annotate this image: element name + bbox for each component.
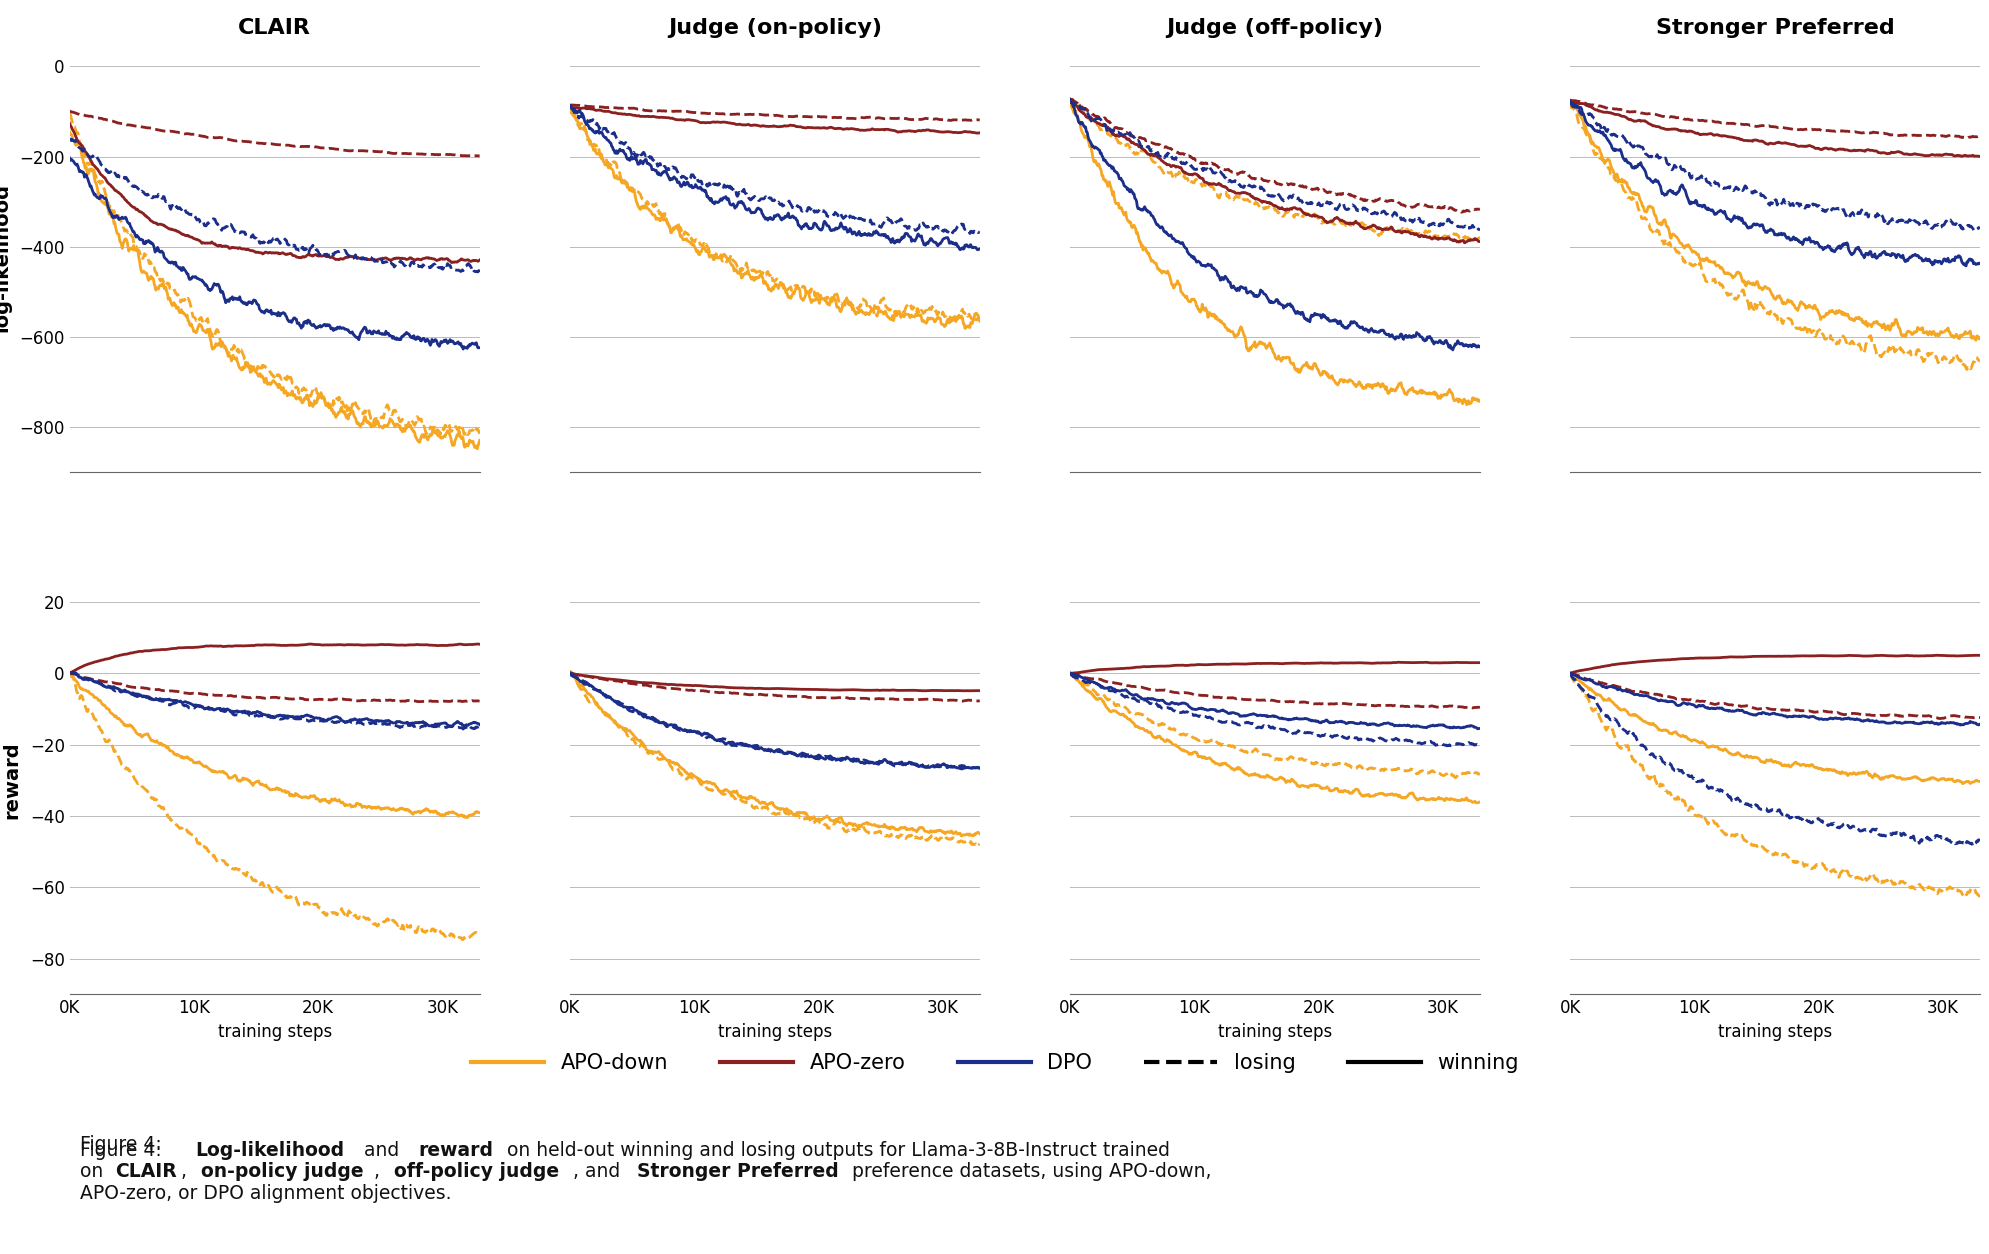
Title: Judge (off-policy): Judge (off-policy) [1166,18,1382,38]
Text: preference datasets, using APO-down,: preference datasets, using APO-down, [845,1162,1211,1181]
Text: ,: , [374,1162,386,1181]
X-axis label: training steps: training steps [217,1023,332,1041]
Text: reward: reward [418,1141,493,1160]
Text: on held-out winning and losing outputs for Llama-3-8B-Instruct trained: on held-out winning and losing outputs f… [501,1141,1170,1160]
X-axis label: training steps: training steps [1217,1023,1331,1041]
Y-axis label: log-likelihood: log-likelihood [0,183,12,332]
Text: and: and [358,1141,406,1160]
Title: Judge (on-policy): Judge (on-policy) [668,18,881,38]
Title: Stronger Preferred: Stronger Preferred [1655,18,1894,38]
Text: Figure 4:: Figure 4: [80,1135,167,1154]
Text: on-policy judge: on-policy judge [201,1162,364,1181]
Y-axis label: reward: reward [2,741,22,819]
X-axis label: training steps: training steps [718,1023,831,1041]
X-axis label: training steps: training steps [1717,1023,1832,1041]
Text: , and: , and [573,1162,627,1181]
Title: CLAIR: CLAIR [239,18,310,38]
Text: Stronger Preferred: Stronger Preferred [636,1162,837,1181]
Text: CLAIR: CLAIR [115,1162,177,1181]
Text: ,: , [181,1162,193,1181]
Text: on: on [80,1162,109,1181]
Legend: APO-down, APO-zero, DPO, losing, winning: APO-down, APO-zero, DPO, losing, winning [463,1045,1526,1082]
Text: off-policy judge: off-policy judge [394,1162,559,1181]
Text: Figure 4:: Figure 4: [80,1141,167,1160]
Text: APO-zero, or DPO alignment objectives.: APO-zero, or DPO alignment objectives. [80,1184,452,1203]
Text: Log-likelihood: Log-likelihood [195,1141,344,1160]
